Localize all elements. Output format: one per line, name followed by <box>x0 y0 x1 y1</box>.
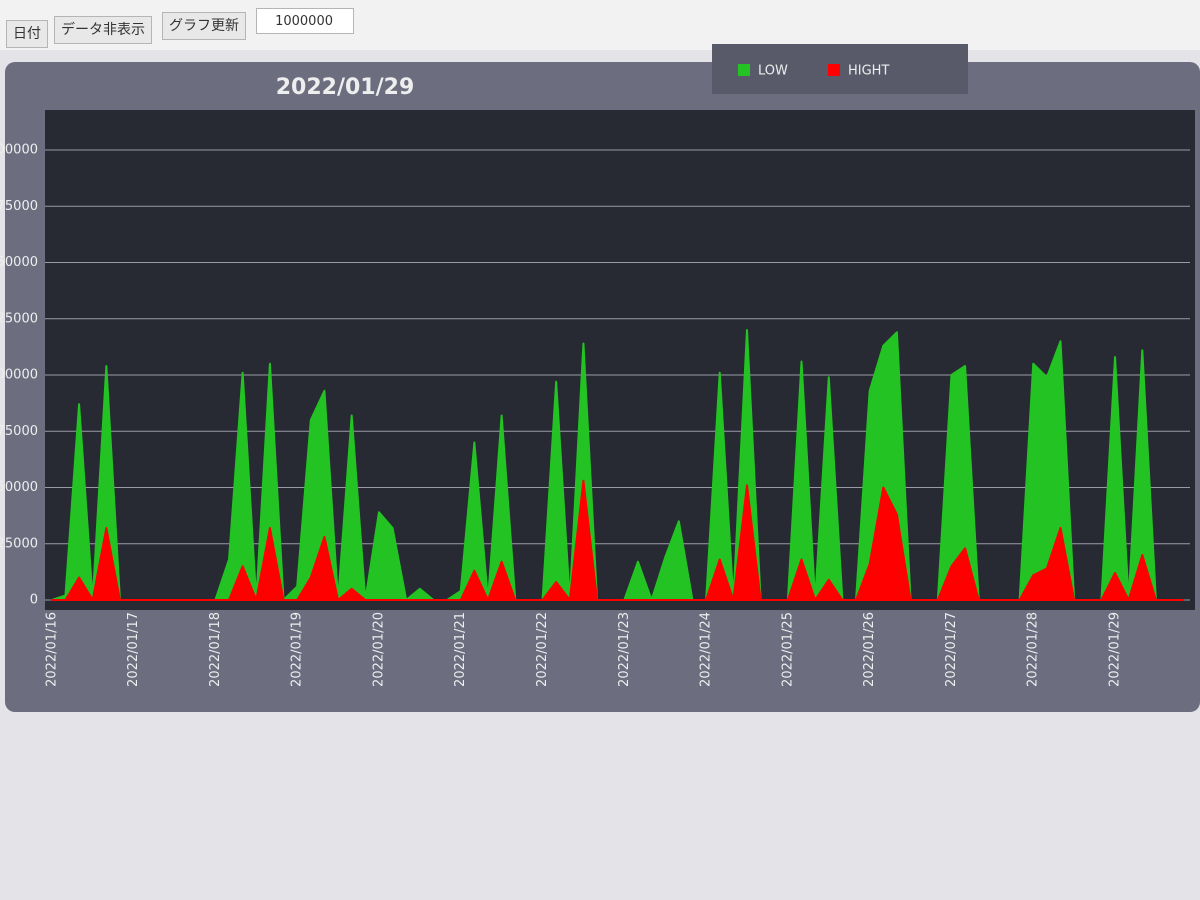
x-tick-label: 2022/01/18 <box>208 612 223 687</box>
update-graph-button[interactable]: グラフ更新 <box>162 12 246 40</box>
x-tick-label: 2022/01/24 <box>699 612 714 687</box>
x-tick-label: 2022/01/16 <box>44 612 59 687</box>
legend-label: LOW <box>758 64 788 79</box>
y-tick-label: 125000 <box>0 311 38 326</box>
x-tick-label: 2022/01/23 <box>617 612 632 687</box>
x-tick-label: 2022/01/28 <box>1026 612 1041 687</box>
hide-data-button[interactable]: データ非表示 <box>54 16 152 44</box>
x-tick-label: 2022/01/26 <box>862 612 877 687</box>
x-tick-label: 2022/01/21 <box>453 612 468 687</box>
y-tick-label: 100000 <box>0 368 38 383</box>
x-tick-label: 2022/01/25 <box>780 612 795 687</box>
y-tick-label: 0 <box>30 593 38 608</box>
y-tick-label: 175000 <box>0 199 38 214</box>
x-tick-label: 2022/01/19 <box>290 612 305 687</box>
legend-label: HIGHT <box>848 64 889 79</box>
area-1 <box>50 479 1185 601</box>
x-tick-label: 2022/01/29 <box>1108 612 1123 687</box>
x-tick-label: 2022/01/20 <box>371 612 386 687</box>
legend-swatch <box>828 64 840 76</box>
x-tick-label: 2022/01/22 <box>535 612 550 687</box>
y-tick-label: 25000 <box>0 536 38 551</box>
value-input[interactable]: 1000000 <box>256 8 354 34</box>
x-tick-label: 2022/01/17 <box>126 612 141 687</box>
y-tick-label: 150000 <box>0 255 38 270</box>
date-button[interactable]: 日付 <box>6 20 48 48</box>
y-tick-label: 50000 <box>0 480 38 495</box>
y-tick-label: 200000 <box>0 143 38 158</box>
chart-title: 2022/01/29 <box>276 75 415 100</box>
legend-swatch <box>738 64 750 76</box>
y-tick-label: 75000 <box>0 424 38 439</box>
toolbar: 日付 データ非表示 グラフ更新 1000000 <box>0 0 1200 50</box>
x-tick-label: 2022/01/27 <box>944 612 959 687</box>
